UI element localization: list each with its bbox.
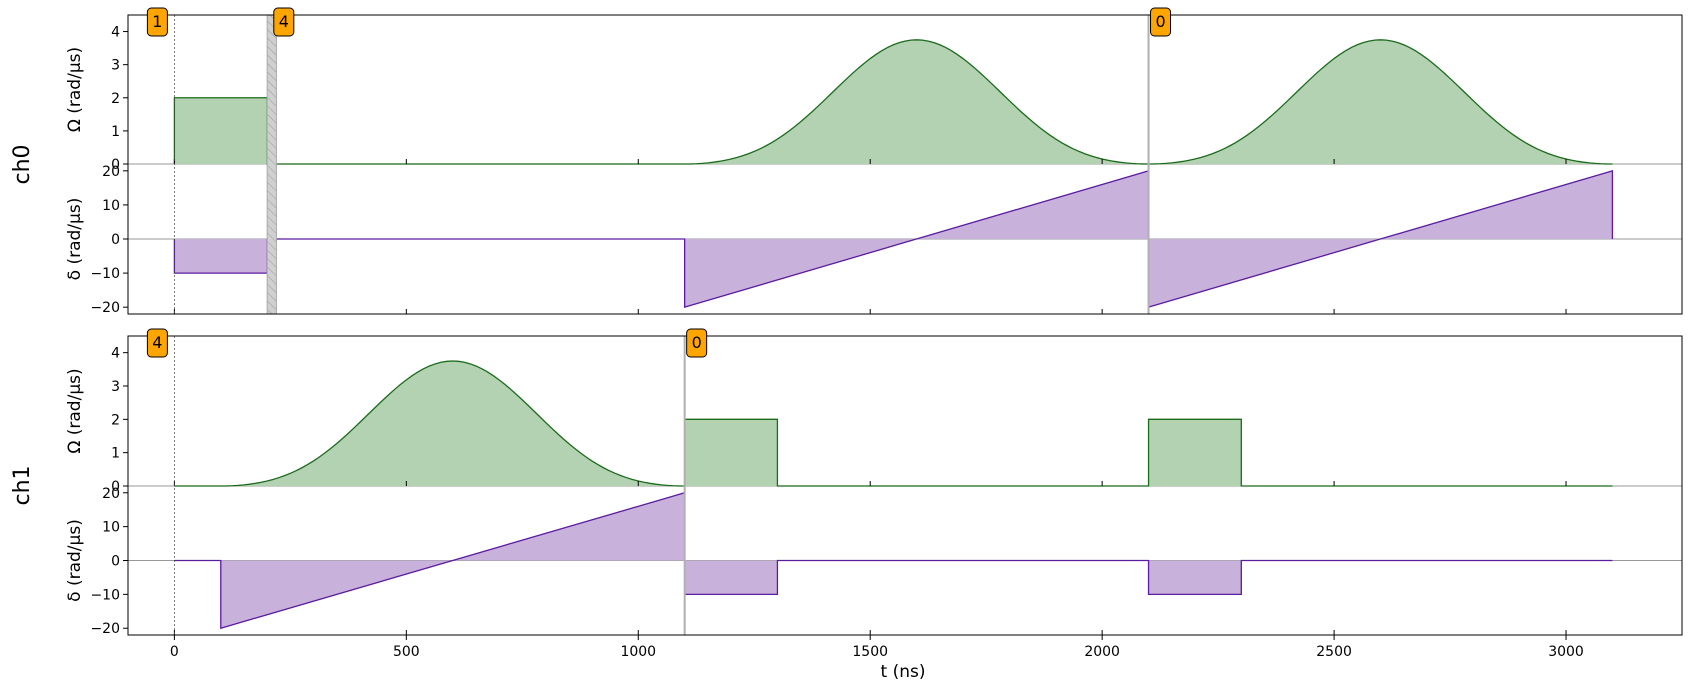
target-marker: 4 — [146, 328, 168, 358]
y-tick-label: 0 — [111, 232, 120, 248]
y-tick-label: −20 — [90, 621, 120, 637]
marker-box — [146, 328, 168, 358]
target-marker: 1 — [146, 7, 168, 37]
marker-label: 0 — [692, 333, 702, 352]
ch0-omega-pulse-2 — [1148, 39, 1613, 164]
marker-box — [686, 328, 708, 358]
y-tick-label: 2 — [111, 91, 120, 107]
ch0-frame — [127, 14, 1683, 315]
ch0-omega-pulse-1 — [684, 39, 1149, 164]
marker-box — [1150, 7, 1172, 37]
y-tick-label: 0 — [111, 157, 120, 173]
y-tick-label: 0 — [111, 554, 120, 570]
y-axis-label: Ω (rad/µs) — [65, 368, 85, 453]
channel-label: ch0 — [10, 144, 35, 184]
ch1-omega-pulse-2 — [1148, 419, 1242, 486]
marker-label: 1 — [152, 12, 162, 31]
target-marker: 0 — [686, 328, 708, 358]
x-tick-label: 1000 — [620, 644, 656, 660]
marker-label: 4 — [279, 12, 289, 31]
x-tick-label: 500 — [393, 644, 420, 660]
y-tick-label: 3 — [111, 379, 120, 395]
ch0-omega-pulse-0 — [174, 97, 268, 164]
hatched-region — [266, 14, 277, 315]
y-tick-label: 4 — [111, 346, 120, 362]
x-tick-label: 0 — [170, 644, 179, 660]
y-tick-label: 20 — [102, 164, 120, 180]
y-tick-label: −10 — [90, 266, 120, 282]
marker-label: 4 — [152, 333, 162, 352]
y-tick-label: 1 — [111, 446, 120, 462]
y-axis-label: Ω (rad/µs) — [65, 47, 85, 132]
y-tick-label: −10 — [90, 587, 120, 603]
y-tick-label: 3 — [111, 58, 120, 74]
y-tick-label: 4 — [111, 25, 120, 41]
y-axis-label: δ (rad/µs) — [65, 198, 85, 281]
y-tick-label: 0 — [111, 479, 120, 495]
x-tick-label: 1500 — [852, 644, 888, 660]
x-tick-label: 2500 — [1316, 644, 1352, 660]
marker-label: 0 — [1155, 12, 1165, 31]
ch0-delta-line — [173, 169, 1614, 309]
x-tick-label: 2000 — [1084, 644, 1120, 660]
marker-box — [146, 7, 168, 37]
ch1-delta-line — [174, 491, 1613, 630]
target-marker: 0 — [1150, 7, 1172, 37]
y-tick-label: 10 — [102, 198, 120, 214]
x-axis-label: t (ns) — [881, 662, 926, 682]
y-tick-label: 1 — [111, 124, 120, 140]
marker-box — [273, 7, 295, 37]
x-tick-label: 3000 — [1548, 644, 1584, 660]
ch0-delta-pulse-0 — [174, 239, 268, 274]
y-tick-label: 10 — [102, 520, 120, 536]
channel-label: ch1 — [10, 465, 35, 505]
ch1-frame — [127, 335, 1683, 636]
y-axis-label: δ (rad/µs) — [65, 519, 85, 602]
target-marker: 4 — [273, 7, 295, 37]
ch0-omega-line — [173, 39, 1613, 165]
y-tick-label: 2 — [111, 412, 120, 428]
ch1-delta-pulse-1 — [684, 560, 778, 595]
y-tick-label: 20 — [102, 486, 120, 502]
ch1-omega-line — [174, 360, 1613, 487]
ch1-delta-pulse-2 — [1148, 560, 1242, 595]
ch1-omega-pulse-1 — [684, 419, 778, 486]
y-tick-label: −20 — [90, 300, 120, 316]
ch1-omega-pulse-0 — [220, 361, 685, 486]
